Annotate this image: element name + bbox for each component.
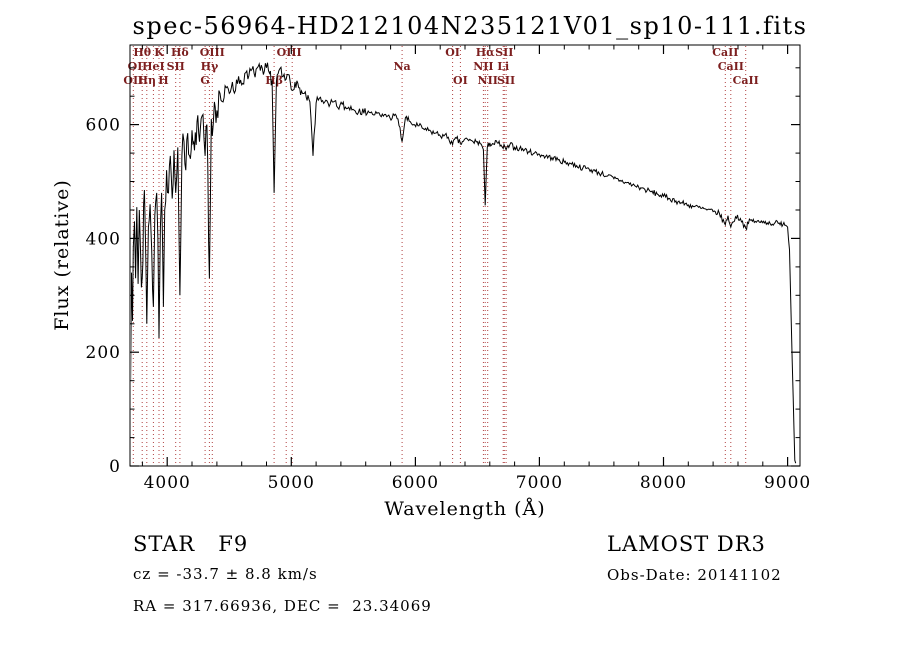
- spectral-line-label: Hβ: [265, 74, 283, 87]
- spectral-line-label: CaII: [733, 74, 759, 87]
- x-tick-label: 5000: [268, 473, 315, 493]
- x-tick-label: 4000: [144, 473, 191, 493]
- spectral-line-label: OII: [123, 74, 143, 87]
- spectral-line-label: Li: [497, 60, 509, 73]
- y-tick-label: 0: [109, 457, 121, 477]
- spectral-line-label: NII: [473, 60, 493, 73]
- spectral-line-label: OI: [453, 74, 468, 87]
- spectral-line-label: Hη: [138, 74, 156, 87]
- spectrum-trace: [131, 62, 797, 464]
- survey-name-text: LAMOST DR3: [607, 532, 766, 556]
- spectral-line-label: Hγ: [201, 60, 219, 73]
- object-class-text: STAR F9: [133, 532, 249, 556]
- x-tick-label: 9000: [764, 473, 811, 493]
- y-tick-label: 200: [86, 343, 121, 363]
- y-axis-label: Flux (relative): [51, 179, 73, 331]
- spectral-line-label: CaII: [712, 46, 738, 59]
- spectral-line-label: SII: [497, 74, 515, 87]
- x-tick-label: 7000: [516, 473, 563, 493]
- x-tick-label: 6000: [392, 473, 439, 493]
- radial-velocity-text: cz = -33.7 ± 8.8 km/s: [133, 565, 318, 583]
- spectral-line-label: Na: [394, 60, 411, 73]
- spectral-line-label: HeI: [142, 60, 165, 73]
- spectral-line-label: Hθ: [133, 46, 151, 59]
- spectral-line-label: OI: [445, 46, 460, 59]
- y-tick-label: 400: [86, 229, 121, 249]
- spectral-line-label: Hδ: [171, 46, 189, 59]
- spectral-line-label: SII: [167, 60, 185, 73]
- y-tick-label: 600: [86, 116, 121, 136]
- spectral-line-label: CaII: [718, 60, 744, 73]
- x-axis-label: Wavelength (Å): [384, 498, 546, 520]
- spectral-line-label: NII: [478, 74, 498, 87]
- spectral-line-label: OI: [128, 60, 143, 73]
- spectral-line-label: Hα: [476, 46, 495, 59]
- spectral-line-label: OIII: [200, 46, 225, 59]
- spectral-line-label: K: [154, 46, 164, 59]
- spectral-line-label: H: [158, 74, 168, 87]
- coordinates-text: RA = 317.66936, DEC = 23.34069: [133, 597, 432, 615]
- x-tick-label: 8000: [640, 473, 687, 493]
- spectral-line-label: SII: [495, 46, 513, 59]
- axes-frame: [129, 44, 801, 467]
- spectral-line-label: G: [200, 74, 209, 87]
- plot-title: spec-56964-HD212104N235121V01_sp10-111.f…: [132, 12, 808, 40]
- obs-date-text: Obs-Date: 20141102: [607, 566, 782, 584]
- spectral-line-label: OIII: [277, 46, 302, 59]
